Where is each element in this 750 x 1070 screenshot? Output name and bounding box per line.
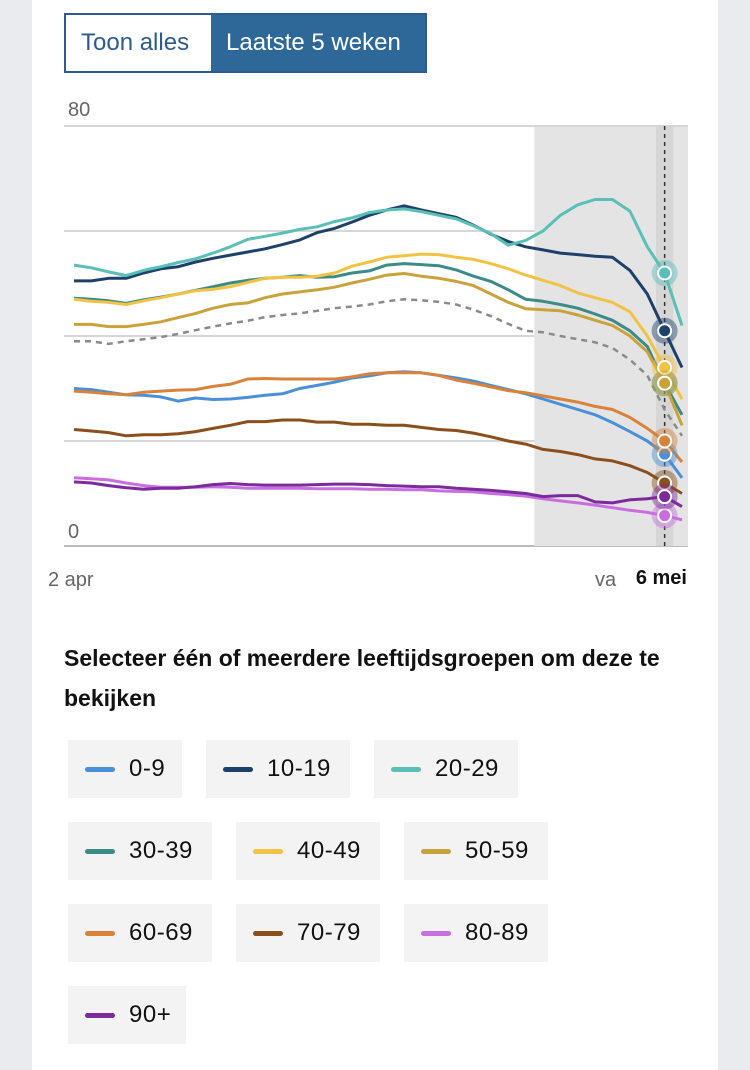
legend-item-10-19[interactable]: 10-19 bbox=[206, 740, 350, 798]
marker-point-40-49[interactable] bbox=[657, 360, 673, 375]
legend-item-60-69[interactable]: 60-69 bbox=[68, 904, 212, 962]
marker-point-60-69[interactable] bbox=[657, 433, 673, 449]
legend-item-70-79[interactable]: 70-79 bbox=[236, 904, 380, 962]
legend-label-10-19: 10-19 bbox=[267, 755, 331, 782]
x-tick-end: 6 mei bbox=[636, 567, 687, 589]
legend-label-40-49: 40-49 bbox=[297, 837, 361, 864]
show-all-button[interactable]: Toon alles bbox=[66, 15, 211, 71]
legend-item-0-9[interactable]: 0-9 bbox=[68, 740, 182, 798]
range-toggle: Toon alles Laatste 5 weken bbox=[64, 13, 427, 73]
x-tick-start: 2 apr bbox=[48, 569, 94, 591]
legend-swatch-40-49 bbox=[253, 848, 283, 854]
series-lines bbox=[73, 198, 684, 522]
legend-swatch-0-9 bbox=[85, 766, 115, 772]
legend-label-60-69: 60-69 bbox=[129, 919, 193, 946]
series-line-average bbox=[74, 298, 684, 437]
legend-swatch-70-79 bbox=[253, 930, 283, 936]
series-line-90plus bbox=[73, 480, 683, 508]
legend-item-80-89[interactable]: 80-89 bbox=[404, 904, 548, 962]
marker-point-10-19[interactable] bbox=[657, 323, 673, 339]
marker-point-50-59[interactable] bbox=[657, 375, 673, 391]
series-markers bbox=[651, 260, 678, 529]
series-line-40-49 bbox=[73, 252, 684, 400]
legend-item-40-49[interactable]: 40-49 bbox=[236, 822, 380, 880]
legend-swatch-20-29 bbox=[391, 766, 421, 772]
legend-swatch-30-39 bbox=[85, 848, 115, 854]
legend-label-80-89: 80-89 bbox=[465, 919, 529, 946]
legend-label-90plus: 90+ bbox=[129, 1001, 172, 1028]
series-line-50-59 bbox=[74, 272, 684, 426]
marker-point-80-89[interactable] bbox=[657, 508, 673, 524]
legend-swatch-60-69 bbox=[85, 930, 115, 936]
legend-label-0-9: 0-9 bbox=[129, 755, 166, 782]
y-tick-min: 0 bbox=[68, 521, 79, 543]
series-line-70-79 bbox=[73, 418, 683, 495]
legend-swatch-80-89 bbox=[421, 930, 451, 936]
legend-item-90plus[interactable]: 90+ bbox=[68, 986, 186, 1044]
legend-item-30-39[interactable]: 30-39 bbox=[68, 822, 212, 880]
legend-label-20-29: 20-29 bbox=[435, 755, 499, 782]
legend-swatch-50-59 bbox=[421, 848, 451, 854]
legend-swatch-90plus bbox=[85, 1012, 115, 1018]
legend-label-50-59: 50-59 bbox=[465, 837, 529, 864]
legend-item-50-59[interactable]: 50-59 bbox=[404, 822, 548, 880]
last-5-weeks-button[interactable]: Laatste 5 weken bbox=[211, 15, 425, 71]
legend-swatch-10-19 bbox=[223, 766, 253, 772]
series-line-20-29 bbox=[73, 198, 684, 326]
legend-label-70-79: 70-79 bbox=[297, 919, 361, 946]
legend-label-30-39: 30-39 bbox=[129, 837, 193, 864]
legend-item-20-29[interactable]: 20-29 bbox=[374, 740, 518, 798]
line-chart: 80 0 2 apr va 6 mei bbox=[48, 99, 688, 591]
marker-point-20-29[interactable] bbox=[657, 265, 673, 281]
marker-point-90plus[interactable] bbox=[657, 489, 673, 505]
x-tick-partial: va bbox=[595, 569, 617, 591]
legend-instruction: Selecteer één of meerdere leeftijdsgroep… bbox=[64, 645, 660, 711]
y-tick-max: 80 bbox=[68, 99, 90, 121]
series-line-60-69 bbox=[73, 371, 684, 463]
